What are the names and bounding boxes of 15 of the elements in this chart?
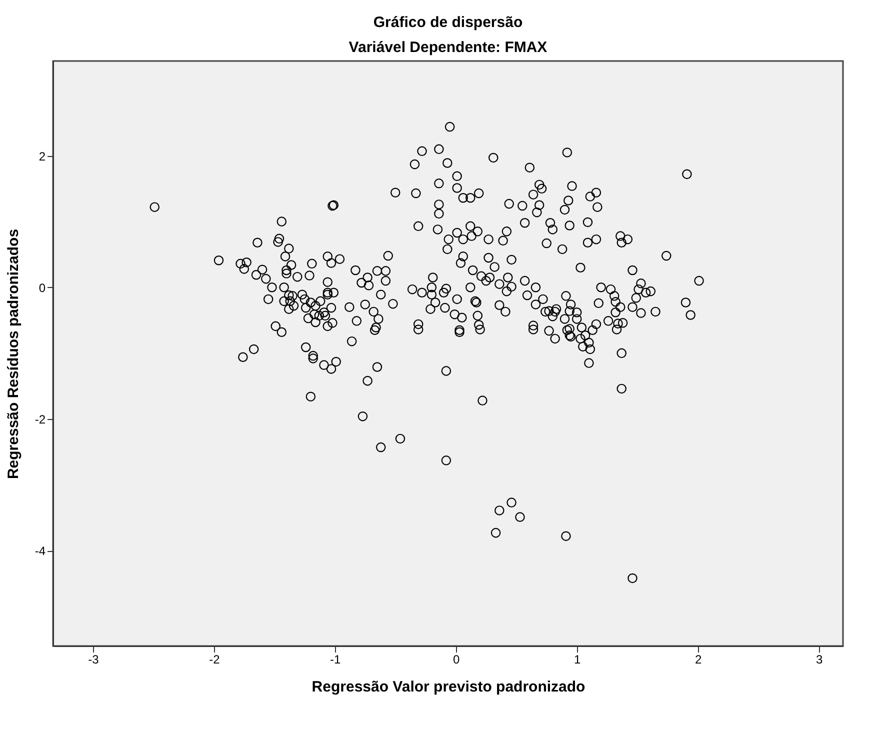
y-tick-label: -4	[34, 544, 46, 558]
x-tick-label: -2	[209, 652, 220, 666]
x-tick-label: 1	[574, 652, 581, 666]
y-tick-label: 2	[38, 149, 46, 164]
x-tick-label: -1	[330, 652, 342, 666]
x-axis-title: Regressão Valor previsto padronizado	[312, 678, 586, 696]
y-axis-title: Regressão Resíduos padronizados	[4, 228, 22, 480]
chart-subtitle: Variável Dependente: FMAX	[348, 39, 548, 56]
x-tick-label: 2	[694, 652, 702, 666]
x-tick-label: 3	[816, 652, 823, 666]
x-tick-label: -3	[88, 652, 100, 666]
y-tick-label: -2	[34, 412, 46, 426]
chart-title: Gráfico de dispersão	[373, 14, 523, 31]
x-tick-label: 0	[453, 652, 460, 666]
y-tick-label: 0	[38, 280, 46, 295]
